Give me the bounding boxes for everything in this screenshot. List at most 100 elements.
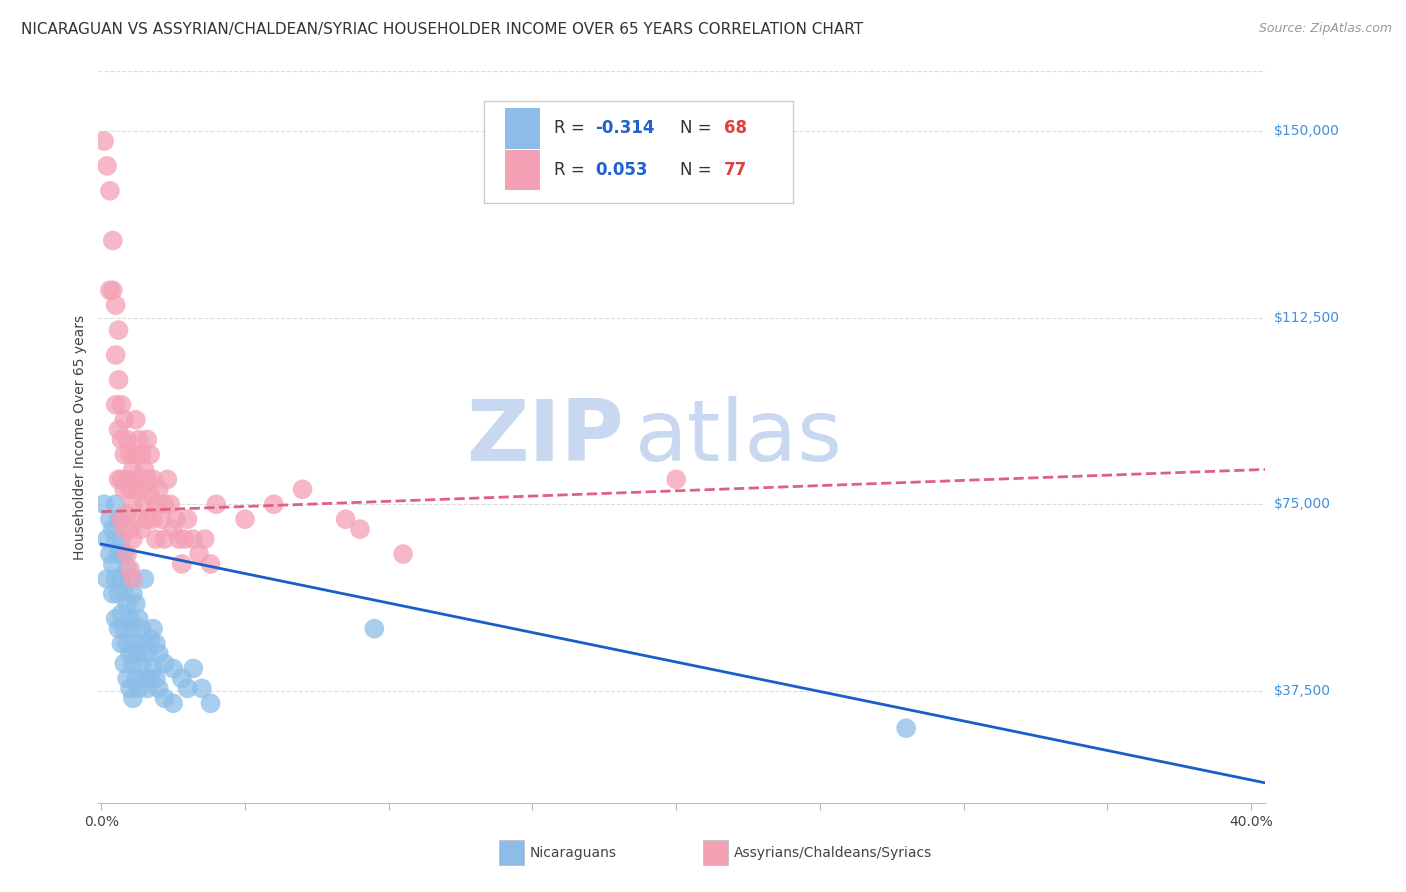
Point (153, 691, 176, 706)
Point (131, 622, 153, 636)
Point (98, 512, 121, 526)
Point (110, 472, 132, 486)
Point (122, 691, 145, 706)
Text: $112,500: $112,500 (1274, 310, 1340, 325)
Point (101, 522, 124, 536)
Point (107, 587, 129, 601)
Point (145, 497, 167, 511)
Point (145, 532, 167, 546)
Point (233, 512, 256, 526)
Text: $150,000: $150,000 (1274, 124, 1340, 138)
Text: 77: 77 (724, 161, 747, 179)
Point (104, 532, 127, 546)
Point (118, 612, 141, 626)
Point (188, 547, 211, 561)
Point (131, 448, 153, 462)
Point (142, 512, 165, 526)
Point (118, 647, 141, 661)
Point (665, 472, 688, 486)
Point (142, 622, 165, 636)
Point (142, 661, 165, 675)
Point (128, 433, 150, 447)
Point (104, 612, 127, 626)
Point (107, 512, 129, 526)
Y-axis label: Householder Income Over 65 years: Householder Income Over 65 years (73, 315, 87, 559)
Point (112, 547, 135, 561)
Point (139, 448, 162, 462)
Point (134, 462, 156, 476)
Point (101, 283, 124, 297)
Point (136, 512, 159, 526)
Point (112, 622, 135, 636)
Text: R =: R = (554, 161, 589, 179)
Point (125, 448, 148, 462)
Point (150, 512, 173, 526)
Point (176, 512, 198, 526)
Point (98, 547, 121, 561)
Point (162, 522, 184, 536)
Point (101, 587, 124, 601)
Text: N =: N = (679, 120, 717, 137)
Point (115, 636, 138, 650)
Point (96, 532, 118, 546)
Point (115, 562, 138, 576)
Point (118, 681, 141, 696)
Text: NICARAGUAN VS ASSYRIAN/CHALDEAN/SYRIAC HOUSEHOLDER INCOME OVER 65 YEARS CORRELAT: NICARAGUAN VS ASSYRIAN/CHALDEAN/SYRIAC H… (21, 22, 863, 37)
Point (125, 672, 148, 686)
Point (93, 497, 115, 511)
Point (167, 532, 190, 546)
Point (148, 681, 170, 696)
Point (128, 647, 150, 661)
Point (153, 532, 176, 546)
Text: R =: R = (554, 120, 589, 137)
Point (263, 497, 285, 511)
Text: $75,000: $75,000 (1274, 497, 1331, 511)
Point (205, 497, 228, 511)
Point (200, 696, 222, 710)
Point (118, 448, 141, 462)
Point (125, 412, 148, 426)
Point (153, 657, 176, 671)
Point (181, 661, 204, 675)
Point (173, 532, 195, 546)
Point (96, 159, 118, 173)
FancyBboxPatch shape (505, 150, 540, 190)
Point (148, 647, 170, 661)
Point (110, 636, 132, 650)
Point (122, 462, 145, 476)
Point (118, 522, 141, 536)
Point (136, 433, 159, 447)
Point (115, 547, 138, 561)
Point (363, 622, 385, 636)
Point (128, 612, 150, 626)
Point (349, 522, 371, 536)
Point (104, 497, 127, 511)
Point (131, 657, 153, 671)
Point (200, 557, 222, 571)
Point (145, 636, 167, 650)
Point (165, 512, 187, 526)
Point (112, 483, 135, 497)
Point (181, 532, 204, 546)
Point (118, 483, 141, 497)
Point (162, 696, 184, 710)
Point (148, 483, 170, 497)
Point (101, 234, 124, 248)
FancyBboxPatch shape (484, 101, 793, 203)
Point (115, 597, 138, 611)
Point (131, 522, 153, 536)
Point (131, 483, 153, 497)
Point (115, 507, 138, 521)
Text: Assyrians/Chaldeans/Syriacs: Assyrians/Chaldeans/Syriacs (734, 846, 932, 860)
Point (139, 487, 162, 501)
Point (122, 532, 145, 546)
Point (107, 373, 129, 387)
Point (122, 572, 145, 586)
Point (104, 298, 127, 312)
Text: ZIP: ZIP (465, 395, 624, 479)
Point (112, 582, 135, 596)
Point (142, 472, 165, 486)
Point (98, 283, 121, 297)
Point (128, 681, 150, 696)
Point (125, 483, 148, 497)
